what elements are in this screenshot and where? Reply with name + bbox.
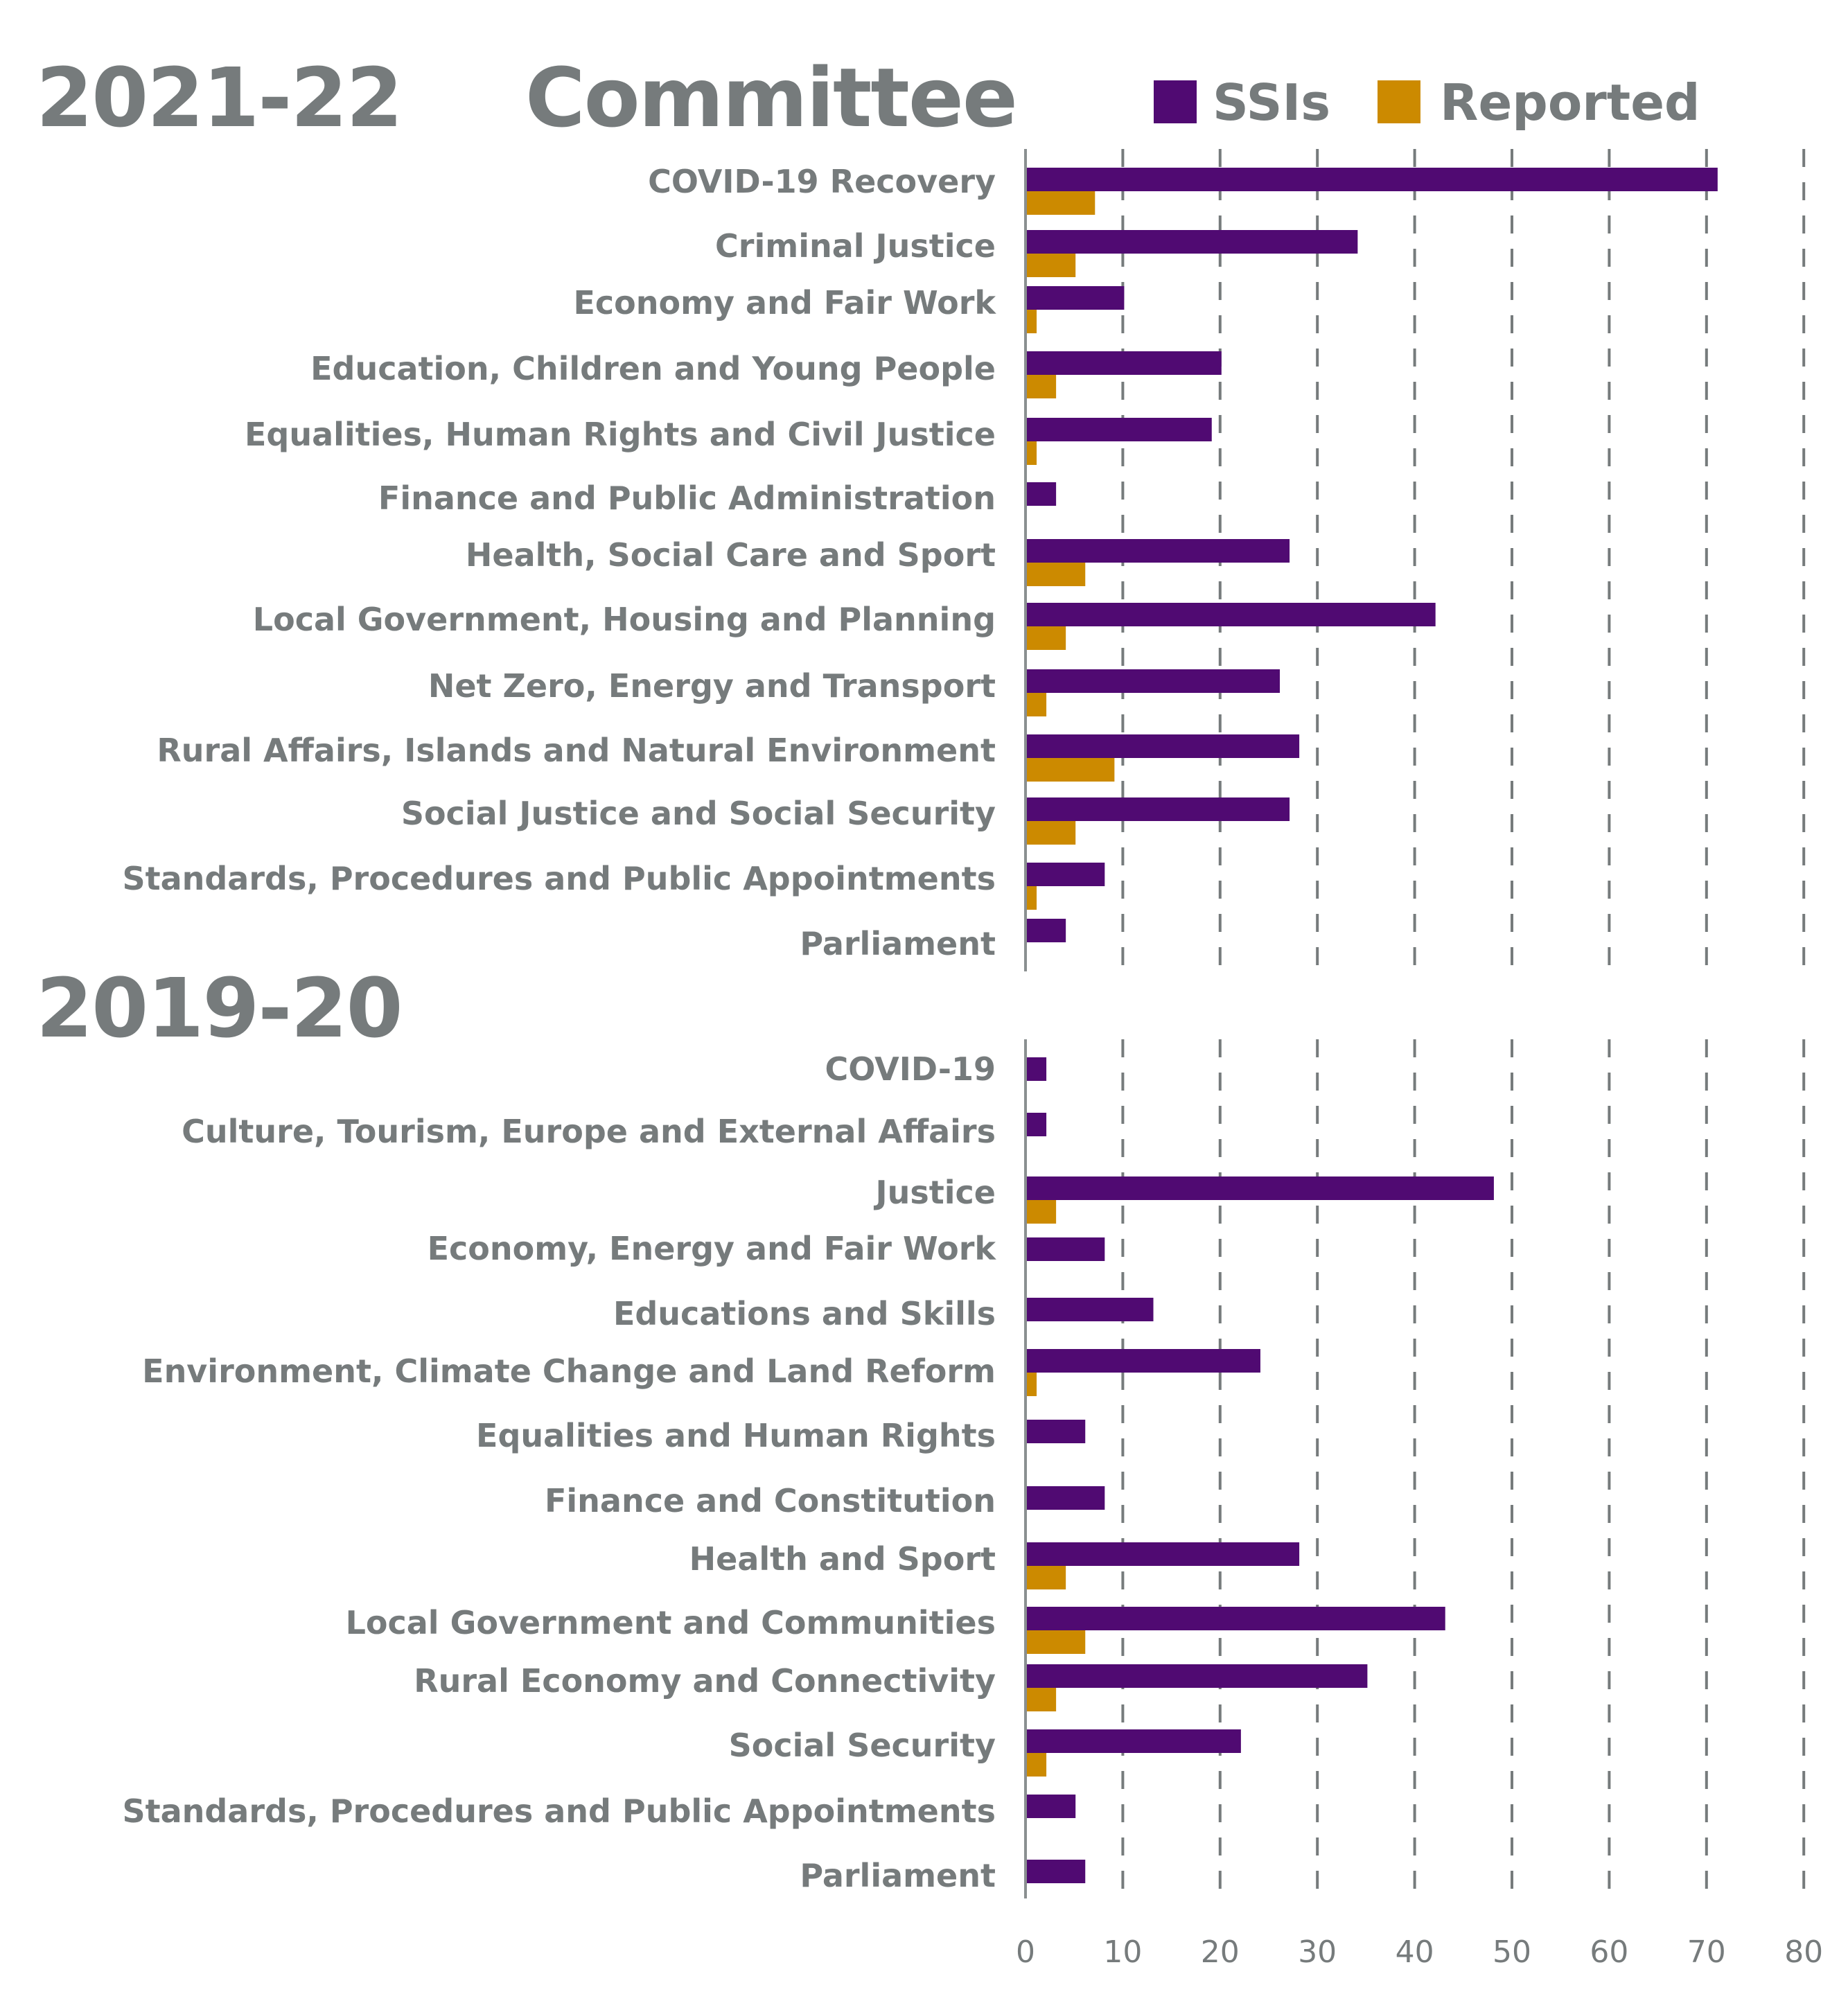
bar-reported	[1027, 758, 1115, 782]
bar-reported	[1027, 254, 1076, 277]
legend-swatch-reported	[1378, 80, 1420, 123]
category-label: Justice	[874, 1174, 996, 1211]
bar-reported	[1027, 1688, 1057, 1711]
bar-ssis	[1027, 539, 1290, 563]
bar-reported	[1027, 886, 1037, 910]
bar-ssis	[1027, 418, 1212, 441]
committee-column-title: Committee	[525, 50, 1018, 146]
bar-ssis	[1027, 1542, 1300, 1566]
category-label: Economy, Energy and Fair Work	[428, 1230, 997, 1267]
legend-label-reported: Reported	[1440, 73, 1700, 132]
bar-ssis	[1027, 1607, 1445, 1630]
category-label: Standards, Procedures and Public Appoint…	[122, 1792, 996, 1830]
category-label: Net Zero, Energy and Transport	[428, 667, 996, 705]
bar-ssis	[1027, 1237, 1105, 1261]
category-label: Social Justice and Social Security	[401, 795, 996, 832]
x-tick-label: 70	[1687, 1934, 1726, 1970]
legend-swatch-ssis	[1154, 80, 1197, 123]
bar-reported	[1027, 821, 1076, 845]
x-tick-label: 50	[1493, 1934, 1531, 1970]
bar-reported	[1027, 1630, 1086, 1654]
bar-ssis	[1027, 919, 1066, 942]
category-label: Education, Children and Young People	[310, 350, 996, 387]
bar-reported	[1027, 310, 1037, 333]
bar-ssis	[1027, 1176, 1494, 1200]
category-label: Parliament	[800, 1857, 996, 1894]
x-tick-label: 40	[1396, 1934, 1434, 1970]
x-tick-label: 0	[1016, 1934, 1035, 1970]
bar-reported	[1027, 191, 1095, 215]
bar-reported	[1027, 693, 1047, 716]
category-label: COVID-19 Recovery	[648, 163, 996, 200]
bar-reported	[1027, 375, 1057, 398]
bar-ssis	[1027, 1664, 1368, 1688]
bar-ssis	[1027, 863, 1105, 886]
bar-ssis	[1027, 1113, 1047, 1136]
category-label: Educations and Skills	[613, 1295, 996, 1332]
category-label: Criminal Justice	[715, 227, 996, 265]
category-label: COVID-19	[825, 1050, 996, 1088]
category-label: Culture, Tourism, Europe and External Af…	[182, 1113, 996, 1150]
bar-reported	[1027, 1373, 1037, 1396]
x-tick-label: 10	[1103, 1934, 1142, 1970]
bar-ssis	[1027, 1057, 1047, 1081]
bar-reported	[1027, 1566, 1066, 1589]
category-label: Environment, Climate Change and Land Ref…	[142, 1352, 996, 1390]
category-label: Health, Social Care and Sport	[466, 536, 996, 574]
bar-ssis	[1027, 230, 1358, 254]
x-tick-label: 20	[1201, 1934, 1240, 1970]
category-label: Local Government, Housing and Planning	[253, 601, 996, 638]
category-label: Health and Sport	[689, 1540, 996, 1578]
bar-reported	[1027, 441, 1037, 465]
category-label: Economy and Fair Work	[573, 284, 996, 321]
bar-ssis	[1027, 603, 1436, 626]
category-label: Equalities and Human Rights	[476, 1417, 996, 1454]
legend-label-ssis: SSIs	[1213, 73, 1331, 132]
bar-ssis	[1027, 168, 1718, 191]
bar-ssis	[1027, 1349, 1260, 1373]
category-label: Finance and Public Administration	[378, 479, 996, 517]
period-title-2021-22: 2021-22	[36, 50, 403, 146]
bar-ssis	[1027, 1795, 1076, 1818]
period-title-2019-20: 2019-20	[36, 960, 403, 1056]
x-tick-label: 30	[1298, 1934, 1337, 1970]
category-label: Parliament	[800, 925, 996, 962]
bar-ssis	[1027, 1298, 1154, 1321]
bar-ssis	[1027, 1420, 1086, 1443]
bar-ssis	[1027, 351, 1222, 375]
category-label: Social Security	[729, 1727, 996, 1764]
bar-ssis	[1027, 1860, 1086, 1883]
bar-ssis	[1027, 797, 1290, 821]
category-label: Equalities, Human Rights and Civil Justi…	[245, 416, 996, 453]
category-label: Rural Affairs, Islands and Natural Envir…	[157, 732, 996, 769]
category-label: Rural Economy and Connectivity	[414, 1662, 996, 1700]
category-label: Local Government and Communities	[346, 1604, 996, 1641]
x-tick-label: 60	[1590, 1934, 1628, 1970]
bar-ssis	[1027, 669, 1281, 693]
bar-reported	[1027, 1200, 1057, 1224]
bar-ssis	[1027, 482, 1057, 506]
bar-ssis	[1027, 1486, 1105, 1510]
bar-ssis	[1027, 734, 1300, 758]
category-label: Standards, Procedures and Public Appoint…	[122, 860, 996, 897]
x-tick-label: 80	[1784, 1934, 1823, 1970]
bar-reported	[1027, 1753, 1047, 1777]
bar-ssis	[1027, 1729, 1241, 1753]
bar-reported	[1027, 626, 1066, 650]
bar-reported	[1027, 563, 1086, 586]
category-label: Finance and Constitution	[545, 1482, 996, 1519]
bar-ssis	[1027, 286, 1125, 310]
